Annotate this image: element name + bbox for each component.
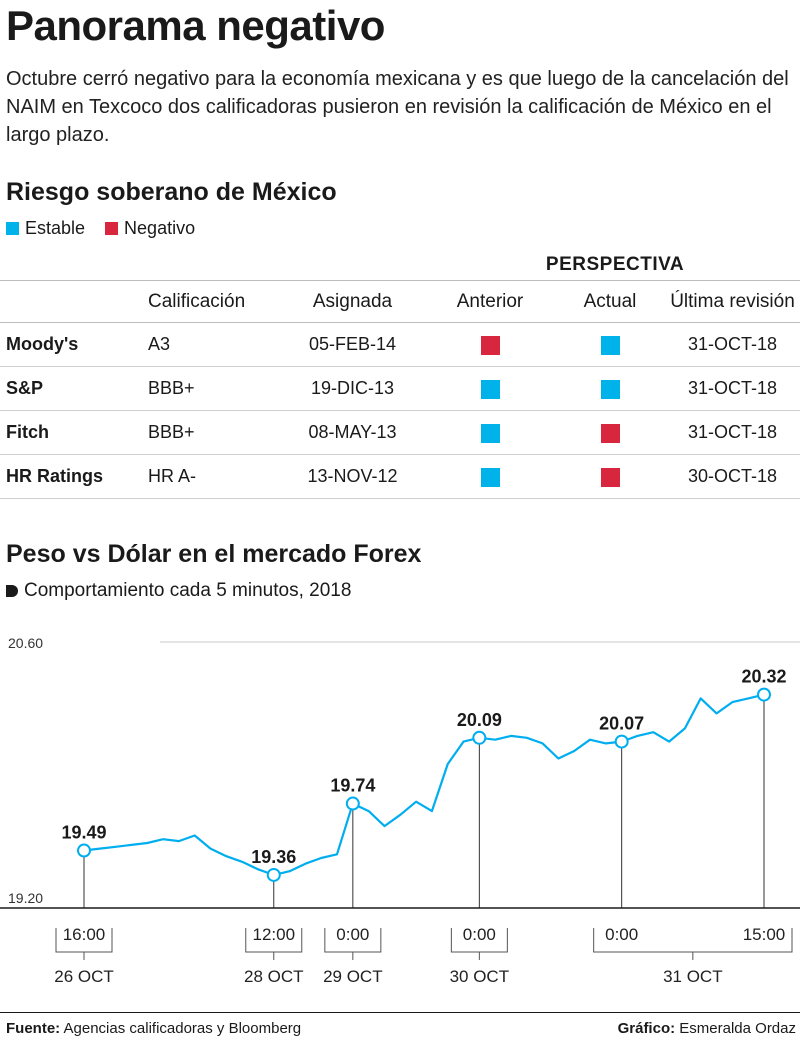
credit-label: Gráfico: <box>617 1020 676 1037</box>
data-label: 20.32 <box>741 667 786 687</box>
table-row: S&P BBB+ 19-DIC-13 31-OCT-18 <box>0 366 800 411</box>
forex-line-chart: 20.60 19.20 19.49 19.36 19.74 20.09 20.07 20.32… <box>0 635 800 986</box>
agency-cell: Fitch <box>0 410 140 455</box>
previous-outlook-cell <box>425 454 555 499</box>
outlook-estable-square <box>480 423 500 443</box>
time-tick-label: 15:00 <box>743 925 786 944</box>
col-header-agency <box>0 280 140 323</box>
data-point-marker <box>266 867 281 882</box>
agency-cell: Moody's <box>0 322 140 367</box>
time-tick-label: 0:00 <box>605 925 638 944</box>
source-label: Fuente: <box>6 1020 61 1037</box>
ratings-legend: Estable Negativo <box>6 218 209 239</box>
time-tick-label: 0:00 <box>336 925 369 944</box>
credit-text: Esmeralda Ordaz <box>679 1020 796 1037</box>
assigned-cell: 13-NOV-12 <box>280 454 425 499</box>
current-outlook-cell <box>555 454 665 499</box>
legend-stable-swatch <box>6 222 19 235</box>
col-header-assigned: Asignada <box>280 280 425 323</box>
assigned-cell: 08-MAY-13 <box>280 410 425 455</box>
footer-divider <box>0 1012 800 1013</box>
time-tick-label: 0:00 <box>463 925 496 944</box>
outlook-estable-square <box>600 379 620 399</box>
outlook-negativo-square <box>600 423 620 443</box>
time-tick-label: 12:00 <box>252 925 295 944</box>
data-point-marker <box>614 734 629 749</box>
date-label: 29 OCT <box>323 967 383 986</box>
rating-cell: HR A- <box>140 454 280 499</box>
forex-title: Peso vs Dólar en el mercado Forex <box>6 540 422 568</box>
col-header-current: Actual <box>555 280 665 323</box>
source-text: Agencias calificadoras y Bloomberg <box>63 1020 302 1037</box>
rating-cell: BBB+ <box>140 366 280 411</box>
outlook-estable-square <box>480 467 500 487</box>
legend-stable-label: Estable <box>25 218 86 238</box>
legend-negative-label: Negativo <box>124 218 196 238</box>
ratings-title: Riesgo soberano de México <box>6 178 337 206</box>
agency-cell: S&P <box>0 366 140 411</box>
last-review-cell: 30-OCT-18 <box>665 454 800 499</box>
bullet-icon <box>6 585 18 597</box>
y-tick-label: 20.60 <box>8 635 43 651</box>
table-row: HR Ratings HR A- 13-NOV-12 30-OCT-18 <box>0 454 800 499</box>
data-point-marker <box>472 730 487 745</box>
data-label: 19.49 <box>61 823 106 843</box>
current-outlook-cell <box>555 366 665 411</box>
footer-credit: Gráfico: Esmeralda Ordaz <box>618 1020 796 1037</box>
outlook-negativo-square <box>480 335 500 355</box>
last-review-cell: 31-OCT-18 <box>665 322 800 367</box>
agency-cell: HR Ratings <box>0 454 140 499</box>
current-outlook-cell <box>555 322 665 367</box>
outlook-estable-square <box>480 379 500 399</box>
legend-negative-swatch <box>105 222 119 235</box>
perspectiva-header: PERSPECTIVA <box>545 254 685 275</box>
table-row: Moody's A3 05-FEB-14 31-OCT-18 <box>0 322 800 367</box>
rating-cell: A3 <box>140 322 280 367</box>
data-label: 20.09 <box>457 710 502 730</box>
data-point-marker <box>77 843 91 858</box>
last-review-cell: 31-OCT-18 <box>665 366 800 411</box>
outlook-estable-square <box>600 335 620 355</box>
time-tick-label: 16:00 <box>63 925 106 944</box>
table-row: Fitch BBB+ 08-MAY-13 31-OCT-18 <box>0 410 800 455</box>
last-review-cell: 31-OCT-18 <box>665 410 800 455</box>
assigned-cell: 05-FEB-14 <box>280 322 425 367</box>
date-label: 31 OCT <box>663 967 723 986</box>
forex-subtitle: Comportamiento cada 5 minutos, 2018 <box>24 580 352 601</box>
page-title: Panorama negativo <box>6 2 385 49</box>
data-point-marker <box>757 687 771 702</box>
date-label: 28 OCT <box>244 967 304 986</box>
data-label: 19.36 <box>251 847 296 867</box>
y-tick-label: 19.20 <box>8 890 43 906</box>
series-line <box>83 693 765 876</box>
assigned-cell: 19-DIC-13 <box>280 366 425 411</box>
date-label: 30 OCT <box>450 967 510 986</box>
current-outlook-cell <box>555 410 665 455</box>
rating-cell: BBB+ <box>140 410 280 455</box>
data-label: 19.74 <box>330 776 375 796</box>
footer-source: Fuente: Agencias calificadoras y Bloombe… <box>6 1020 301 1037</box>
previous-outlook-cell <box>425 322 555 367</box>
col-header-last-review: Última revisión <box>665 280 800 323</box>
outlook-negativo-square <box>600 467 620 487</box>
col-header-previous: Anterior <box>425 280 555 323</box>
ratings-table: PERSPECTIVA Calificación Asignada Anteri… <box>0 250 800 499</box>
data-label: 20.07 <box>599 714 644 734</box>
col-header-rating: Calificación <box>140 280 280 323</box>
date-label: 26 OCT <box>54 967 114 986</box>
previous-outlook-cell <box>425 410 555 455</box>
forex-subtitle-row: Comportamiento cada 5 minutos, 2018 <box>6 580 351 602</box>
page-subtitle: Octubre cerró negativo para la economía … <box>6 68 789 146</box>
data-point-marker <box>345 796 360 811</box>
previous-outlook-cell <box>425 366 555 411</box>
